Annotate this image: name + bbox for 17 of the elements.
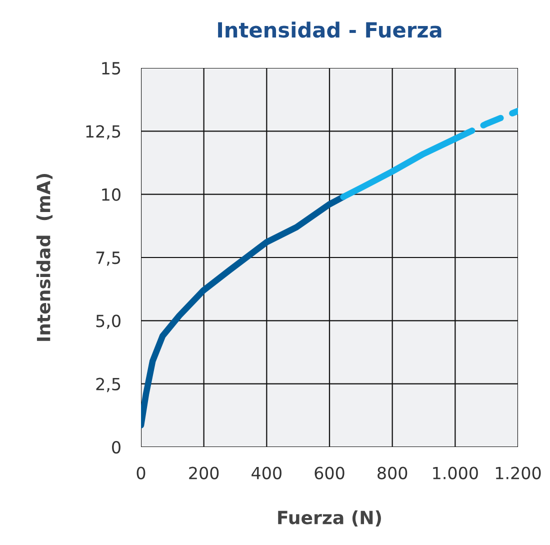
y-tick-label: 10: [102, 188, 120, 201]
x-axis-title: Fuerza (N): [278, 510, 381, 526]
x-tick-label: 1.000: [433, 466, 478, 480]
y-axis-title: Intensidad (mA): [36, 174, 53, 341]
y-tick-label: 12,5: [86, 125, 120, 140]
x-tick-label: 0: [136, 466, 146, 480]
x-tick-label: 600: [314, 466, 344, 480]
chart-title: Intensidad - Fuerza: [218, 22, 442, 38]
x-tick-label: 400: [252, 466, 282, 480]
x-tick-label: 800: [378, 466, 408, 480]
y-tick-label: 7,5: [96, 252, 120, 266]
y-tick-label: 2,5: [96, 378, 120, 392]
x-tick-label: 200: [189, 466, 219, 480]
y-tick-label: 15: [102, 62, 120, 75]
x-tick-label: 1.200: [496, 466, 541, 480]
y-tick-label: 0: [112, 440, 120, 454]
y-tick-label: 5,0: [96, 314, 120, 329]
